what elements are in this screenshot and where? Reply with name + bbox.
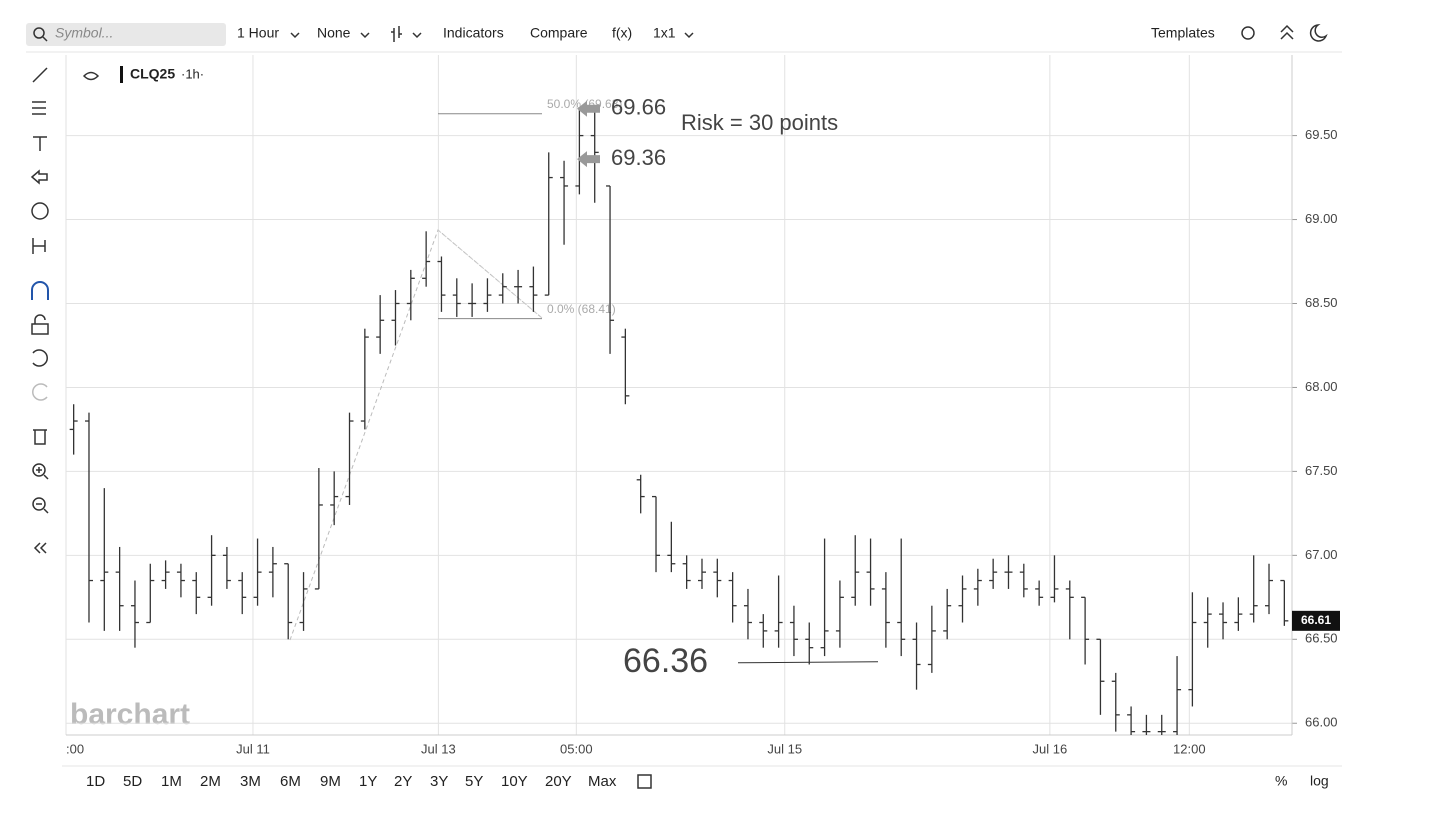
watermark: barchart	[70, 698, 190, 731]
level-line	[737, 661, 879, 664]
risk-note: Risk = 30 points	[681, 110, 838, 135]
dropdown-caret	[360, 32, 370, 39]
interval-button[interactable]: 1 Hour	[237, 25, 279, 41]
search-icon	[33, 27, 45, 39]
bar-type-icon[interactable]	[391, 26, 402, 42]
chart-layer: 66.00 66.50 67.00 67.50 68.00 68.50 69.00 69.50…	[65, 55, 1340, 790]
range-button[interactable]: 2Y	[394, 773, 412, 790]
fib-label: 0.0% (68.41)	[547, 302, 616, 316]
legend-marker	[120, 66, 123, 83]
symbol-placeholder: Symbol...	[55, 25, 113, 41]
magnet-tool[interactable]	[31, 281, 49, 300]
range-button[interactable]: 3Y	[430, 773, 448, 790]
marker-tool[interactable]	[31, 202, 49, 220]
range-button[interactable]: Max	[588, 773, 617, 790]
x-tick-label: 12:00	[1173, 741, 1206, 756]
compare-button[interactable]: Compare	[530, 25, 588, 41]
x-tick-label: Jul 15	[767, 741, 802, 756]
x-tick-label: :00	[66, 741, 84, 756]
drawing-toolbar	[30, 67, 49, 554]
range-button[interactable]: 10Y	[501, 773, 528, 790]
range-button[interactable]: 1Y	[359, 773, 377, 790]
style-button[interactable]: None	[317, 25, 351, 41]
settings-icon[interactable]	[1241, 26, 1255, 40]
y-tick-label: 66.50	[1305, 631, 1338, 646]
y-tick-label: 68.00	[1305, 379, 1338, 394]
zoom-in-tool[interactable]	[36, 467, 49, 480]
range-button[interactable]: 1D	[86, 773, 105, 790]
range-button[interactable]: 1M	[161, 773, 182, 790]
measure-tool[interactable]	[32, 238, 46, 254]
collapse-icon[interactable]	[1280, 24, 1294, 40]
calendar-icon[interactable]	[637, 774, 652, 789]
arrow-marker	[577, 151, 600, 168]
percent-button[interactable]: %	[1275, 773, 1287, 789]
arrow-label: 69.36	[611, 145, 666, 170]
y-tick-label: 68.50	[1305, 295, 1338, 310]
zigzag-drawing	[289, 229, 543, 641]
text-tool[interactable]	[33, 136, 47, 151]
line-tool[interactable]	[32, 67, 48, 83]
range-button[interactable]: 20Y	[545, 773, 572, 790]
undo-tool[interactable]	[32, 349, 48, 367]
range-button[interactable]: 5D	[123, 773, 142, 790]
visibility-icon[interactable]	[82, 71, 100, 81]
delete-tool[interactable]	[33, 429, 47, 445]
legend-symbol: CLQ25	[130, 66, 175, 82]
fib-drawing	[437, 229, 543, 319]
range-button[interactable]: 2M	[200, 773, 221, 790]
dropdown-caret	[412, 32, 422, 39]
arrow-marker	[577, 100, 600, 117]
x-tick-label: Jul 16	[1033, 741, 1068, 756]
search-icon	[42, 36, 48, 42]
dropdown-caret	[290, 32, 300, 39]
layout-button[interactable]: 1x1	[653, 25, 676, 41]
fib-tool[interactable]	[32, 101, 46, 115]
y-tick-label: 69.50	[1305, 127, 1338, 142]
range-button[interactable]: 5Y	[465, 773, 483, 790]
lock-tool[interactable]	[31, 314, 49, 335]
range-button[interactable]: 6M	[280, 773, 301, 790]
last-price-label: 66.61	[1301, 613, 1331, 627]
symbol-search[interactable]	[26, 23, 226, 46]
legend-interval: ·1h·	[181, 66, 204, 81]
collapse-toolbar[interactable]	[33, 542, 47, 554]
x-tick-label: Jul 13	[421, 741, 456, 756]
log-button[interactable]: log	[1310, 773, 1329, 789]
redo-tool[interactable]	[32, 383, 48, 401]
arrow-label: 69.66	[611, 95, 666, 120]
fx-button[interactable]: f(x)	[612, 25, 632, 41]
y-tick-label: 66.00	[1305, 715, 1338, 730]
last-price-tag	[1292, 610, 1340, 631]
x-tick-label: 05:00	[560, 741, 593, 756]
theme-icon[interactable]	[1309, 24, 1328, 42]
shape-tool[interactable]	[30, 169, 48, 185]
templates-button[interactable]: Templates	[1151, 25, 1215, 41]
range-button[interactable]: 3M	[240, 773, 261, 790]
y-tick-label: 69.00	[1305, 211, 1338, 226]
indicators-button[interactable]: Indicators	[443, 25, 504, 41]
zoom-out-tool[interactable]	[32, 497, 46, 511]
range-button[interactable]: 9M	[320, 773, 341, 790]
dropdown-caret	[684, 32, 694, 39]
level-label: 66.36	[623, 642, 708, 680]
y-tick-label: 67.00	[1305, 547, 1338, 562]
x-tick-label: Jul 11	[236, 741, 270, 756]
zoom-out-tool[interactable]	[36, 503, 49, 514]
zoom-in-tool[interactable]	[32, 463, 46, 477]
y-tick-label: 67.50	[1305, 463, 1338, 478]
